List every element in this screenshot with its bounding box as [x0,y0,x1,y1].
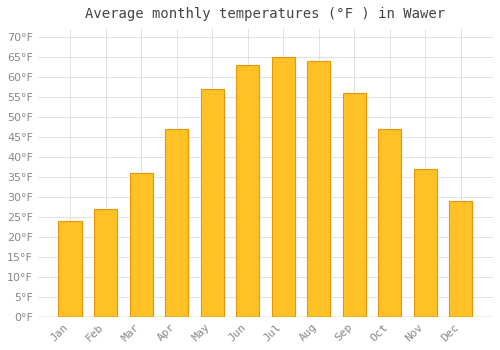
Bar [58,221,82,317]
Bar [414,169,437,317]
Bar [130,173,152,317]
Bar [450,201,472,317]
Title: Average monthly temperatures (°F ) in Wawer: Average monthly temperatures (°F ) in Wa… [86,7,446,21]
Bar [342,93,366,317]
Bar [272,57,294,317]
Bar [307,61,330,317]
Bar [200,89,224,317]
Bar [236,65,259,317]
Bar [94,209,117,317]
Bar [165,129,188,317]
Bar [378,129,402,317]
